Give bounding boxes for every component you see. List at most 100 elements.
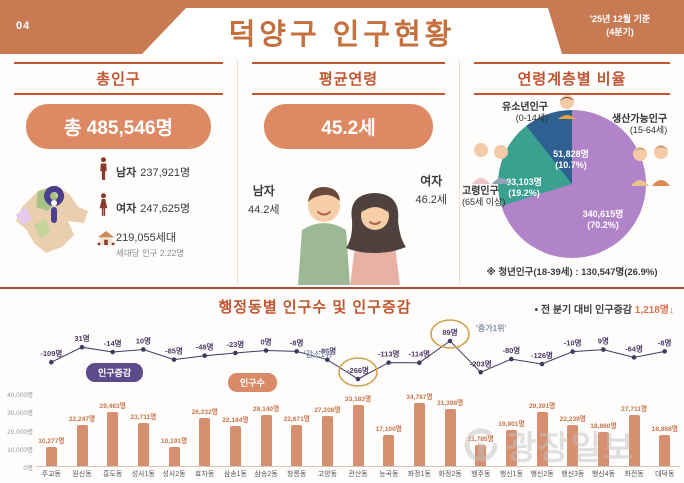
total-population-body: 남자 237,921명 여자 247,625명 219,055세대 bbox=[0, 155, 237, 285]
elderly-range: (65세 이상) bbox=[462, 197, 506, 207]
bar-cell: 10,277명 bbox=[36, 393, 67, 466]
x-axis-label: 행신1동 bbox=[499, 471, 524, 478]
population-bar bbox=[475, 444, 487, 466]
population-bar bbox=[199, 418, 211, 466]
x-axis-label: 관산동 bbox=[348, 471, 368, 478]
bar-cell: 10,191명 bbox=[159, 393, 190, 466]
quarter-change-value: 1,218명↓ bbox=[634, 305, 674, 316]
working-outer-label: 생산가능인구 (15-64세) bbox=[612, 114, 667, 136]
bar-value-label: 29,391명 bbox=[528, 403, 556, 411]
bar-cell: 26,232명 bbox=[189, 393, 220, 466]
bar-cell: 16,868명 bbox=[649, 393, 680, 466]
age-structure-title-wrap: 연령계층별 비율 bbox=[474, 62, 670, 95]
age-structure-panel: 연령계층별 비율 51,828명 (10.7%) 93,103명 (19.2%)… bbox=[460, 60, 684, 285]
change-point bbox=[110, 349, 115, 355]
bar-value-label: 33,183명 bbox=[344, 396, 372, 404]
change-value-label: 0명 bbox=[260, 337, 271, 347]
x-axis-label: 능곡동 bbox=[379, 471, 399, 478]
change-point bbox=[478, 369, 483, 375]
bar-cell: 11,785명 bbox=[465, 393, 496, 466]
bar-cell: 33,183명 bbox=[343, 393, 374, 466]
working-range: (15-64세) bbox=[629, 125, 668, 135]
bar-value-label: 27,208명 bbox=[314, 407, 341, 415]
male-age-block: 남자 44.2세 bbox=[248, 182, 280, 217]
bar-cell: 18,860명 bbox=[588, 393, 619, 466]
dong-chart-title: 행정동별 인구수 및 인구증감 bbox=[218, 299, 412, 316]
x-axis-label: 행신2동 bbox=[530, 471, 554, 478]
change-point bbox=[601, 347, 606, 352]
population-bar bbox=[597, 431, 609, 466]
x-axis-label: 성사2동 bbox=[162, 471, 186, 478]
y-axis-tick: 30,000명 bbox=[7, 410, 33, 418]
population-bar bbox=[107, 412, 119, 466]
male-age-label: 남자 bbox=[252, 184, 275, 198]
x-axis-label: 화정1동 bbox=[407, 471, 431, 478]
change-value-label: -86명 bbox=[318, 346, 336, 356]
female-population-row: 여자 247,625명 bbox=[96, 193, 236, 222]
x-axis-label: 고양동 bbox=[317, 471, 338, 478]
dong-chart-section: 행정동별 인구수 및 인구증감 • 전 분기 대비 인구증감 1,218명↓ -… bbox=[0, 287, 684, 483]
bar-value-label: 26,232명 bbox=[191, 409, 218, 417]
change-point bbox=[631, 355, 637, 360]
x-axis-label: 창릉동 bbox=[287, 471, 307, 478]
male-label: 남자 bbox=[116, 166, 137, 179]
change-value-label: -10명 bbox=[564, 338, 582, 348]
female-age-label: 여자 bbox=[420, 174, 443, 188]
population-bar bbox=[321, 416, 333, 466]
youth-pct: (10.7%) bbox=[555, 160, 587, 170]
change-value-label: -23명 bbox=[226, 339, 244, 349]
x-axis-label: 대덕동 bbox=[655, 471, 675, 478]
change-point bbox=[509, 356, 514, 362]
population-bar bbox=[168, 447, 180, 466]
change-value-label: -114명 bbox=[409, 349, 431, 359]
change-value-label: -8명 bbox=[658, 337, 672, 347]
change-value-label: -64명 bbox=[625, 343, 643, 353]
bar-value-label: 22,184명 bbox=[222, 416, 249, 424]
elderly-couple-icon bbox=[472, 143, 510, 184]
population-bar bbox=[229, 425, 241, 466]
age-pie bbox=[498, 110, 646, 258]
reference-date-line1: '25년 12월 기준 bbox=[589, 14, 651, 24]
change-point bbox=[141, 347, 146, 352]
bar-cell: 22,247명 bbox=[67, 393, 98, 466]
change-value-label: -126명 bbox=[531, 350, 553, 360]
change-point bbox=[386, 360, 391, 365]
change-value-label: -203명 bbox=[470, 358, 492, 368]
bar-value-label: 19,901명 bbox=[498, 420, 525, 428]
change-value-label: -80명 bbox=[502, 345, 520, 355]
change-value-label: 89명 bbox=[442, 327, 457, 337]
average-age-pill: 45.2세 bbox=[264, 104, 433, 149]
population-bar bbox=[352, 405, 364, 466]
pie-value-working: 340,615명 (70.2%) bbox=[583, 209, 624, 231]
change-point bbox=[171, 357, 177, 362]
total-population-title-wrap: 총인구 bbox=[14, 62, 223, 95]
y-axis-tick: 0명 bbox=[23, 465, 33, 472]
population-bar bbox=[659, 435, 671, 466]
change-point bbox=[325, 357, 330, 363]
change-point bbox=[417, 360, 422, 366]
population-bar bbox=[76, 425, 88, 466]
population-bar bbox=[137, 422, 149, 466]
change-value-label: 31명 bbox=[74, 333, 89, 343]
bar-value-label: 11,785명 bbox=[467, 435, 494, 443]
change-value-label: -266명 bbox=[347, 365, 369, 375]
bar-value-label: 22,247명 bbox=[68, 416, 96, 424]
bar-value-label: 29,463명 bbox=[99, 403, 126, 411]
children-icon bbox=[558, 95, 576, 119]
bar-cell: 27,208명 bbox=[312, 393, 343, 466]
x-axis-label: 원신동 bbox=[72, 471, 92, 478]
bar-value-label: 18,860명 bbox=[590, 422, 617, 430]
x-axis-label: 효자동 bbox=[195, 471, 215, 478]
change-value-label: -14명 bbox=[104, 338, 122, 348]
bar-cell: 28,140명 bbox=[251, 393, 282, 466]
change-value-label: -85명 bbox=[165, 346, 183, 356]
change-point bbox=[355, 376, 361, 382]
bar-cell: 23,711명 bbox=[128, 393, 159, 466]
male-population-row: 남자 237,921명 bbox=[96, 157, 236, 186]
age-structure-title: 연령계층별 비율 bbox=[517, 71, 627, 88]
bar-value-label: 22,239명 bbox=[559, 416, 586, 424]
female-age-block: 여자 46.2세 bbox=[415, 172, 447, 207]
youth-value: 51,828명 bbox=[553, 149, 589, 159]
youth-outer-label: 유소년인구 (0-14세) bbox=[482, 102, 548, 124]
bar-cell: 17,100명 bbox=[373, 393, 404, 466]
